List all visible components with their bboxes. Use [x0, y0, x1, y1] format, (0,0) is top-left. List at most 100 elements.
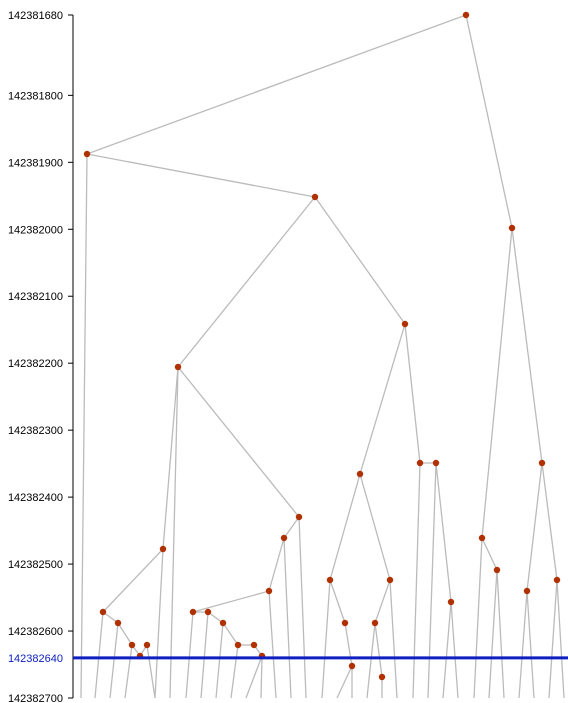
tree-node	[280, 534, 288, 542]
leaf-edge	[268, 590, 277, 699]
tree-node	[326, 576, 334, 584]
tree-node	[386, 576, 394, 584]
leaf-edge	[548, 579, 558, 699]
y-axis: 142381680 142381800 142381900 142382000 1423…	[8, 10, 74, 703]
leaf-edge	[260, 655, 263, 699]
tree-node	[174, 363, 182, 371]
leaf-edge	[230, 644, 239, 699]
tree-edge	[404, 323, 421, 464]
leaf-edge	[200, 611, 209, 699]
highlight-label: 142382640	[8, 653, 63, 665]
tree-nodes	[83, 11, 561, 681]
tree-edge	[481, 227, 513, 539]
y-tick-label: 142382100	[8, 291, 63, 303]
tree-edge	[329, 579, 346, 624]
tree-edge	[314, 196, 406, 325]
tree-node	[356, 470, 364, 478]
leaf-edge	[442, 601, 452, 699]
tree-node	[295, 513, 303, 521]
tree-edge	[177, 196, 316, 368]
tree-node	[553, 576, 561, 584]
y-tick-label: 142382700	[8, 693, 63, 703]
y-tick-label: 142381680	[8, 10, 63, 22]
leaf-edge	[215, 622, 224, 699]
tree-edge	[192, 590, 270, 613]
tree-node	[143, 641, 151, 649]
tree-node	[114, 619, 122, 627]
tree-node	[493, 566, 501, 574]
leaf-edge	[169, 366, 179, 699]
y-tick-label: 142382400	[8, 492, 63, 504]
leaf-edge	[154, 548, 164, 699]
tree-edge	[374, 622, 383, 678]
leaf-edge	[556, 579, 565, 699]
tree-edge	[359, 323, 406, 475]
tree-edge	[344, 622, 353, 667]
leaf-edge	[321, 579, 331, 699]
y-tick-label: 142382200	[8, 358, 63, 370]
leaf-edge	[245, 655, 263, 699]
tree-edge	[541, 462, 558, 581]
y-tick-label: 142382600	[8, 626, 63, 638]
tree-node	[219, 619, 227, 627]
leaf-edge	[109, 622, 119, 699]
tree-node	[416, 459, 424, 467]
y-tick-label: 142381900	[8, 157, 63, 169]
leaf-edge	[185, 611, 194, 699]
tree-node	[83, 150, 91, 158]
tree-node	[189, 608, 197, 616]
tree-node	[447, 598, 455, 606]
leaf-edge	[496, 569, 505, 699]
leaf-edge	[94, 611, 104, 699]
tree-node	[523, 587, 531, 595]
leaf-edge	[473, 537, 483, 699]
tree-node	[250, 641, 258, 649]
tree-edge	[435, 462, 452, 603]
tree-node	[508, 224, 516, 232]
y-tick-label: 142382500	[8, 559, 63, 571]
leaf-edge	[412, 462, 421, 699]
tree-edge	[359, 473, 391, 581]
tree-edge	[177, 366, 300, 518]
tree-edge	[511, 227, 543, 464]
leaf-edge	[518, 590, 528, 699]
highlight-marker: 142382640	[8, 653, 568, 665]
leaf-edge	[450, 601, 459, 699]
tree-node	[341, 619, 349, 627]
tree-edge	[465, 14, 513, 229]
tree-node	[311, 193, 319, 201]
leaf-edge	[336, 665, 353, 699]
tree-edge	[102, 548, 164, 613]
leaf-edge	[526, 590, 535, 699]
tree-edge	[283, 516, 300, 539]
tree-node	[432, 459, 440, 467]
leaf-edge	[80, 153, 88, 699]
tree-node	[348, 662, 356, 670]
tree-edge	[374, 579, 391, 624]
tree-edges	[80, 14, 565, 699]
y-tick-label: 142381800	[8, 90, 63, 102]
leaf-edge	[283, 537, 292, 699]
leaf-edge	[488, 569, 498, 699]
tree-edge	[86, 14, 467, 155]
tree-edge	[86, 153, 316, 198]
tree-node	[99, 608, 107, 616]
tree-node	[378, 673, 386, 681]
tree-edge	[268, 537, 285, 592]
tree-node	[462, 11, 470, 19]
tree-node	[234, 641, 242, 649]
y-tick-label: 142382000	[8, 224, 63, 236]
tree-node	[371, 619, 379, 627]
tree-edge	[117, 622, 133, 646]
tree-edge	[329, 473, 361, 581]
tree-edge	[481, 537, 498, 571]
tree-edge	[162, 366, 179, 550]
tree-node	[204, 608, 212, 616]
leaf-edge	[366, 622, 376, 699]
tree-node	[159, 545, 167, 553]
y-tick-label: 142382300	[8, 425, 63, 437]
tree-edge	[526, 462, 543, 592]
tree-node	[401, 320, 409, 328]
tree-node	[265, 587, 273, 595]
